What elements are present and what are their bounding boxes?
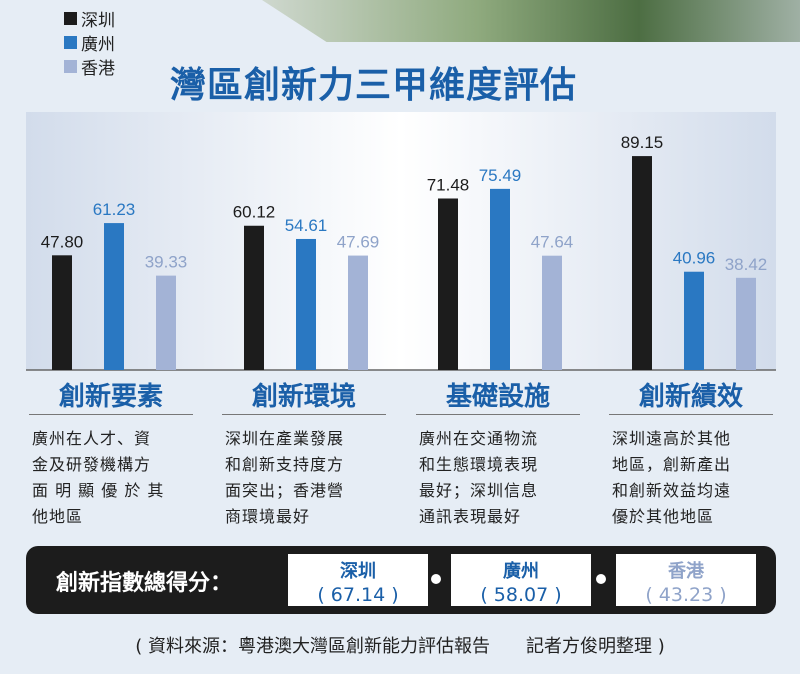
data-label: 54.61 xyxy=(285,216,328,235)
bar-2-0 xyxy=(156,275,176,370)
data-label: 89.15 xyxy=(621,133,664,152)
category-divider xyxy=(29,414,193,415)
score-city: 廣州 xyxy=(503,561,539,582)
description-line: 深圳遠高於其他 xyxy=(612,429,732,448)
category-description: 廣州在交通物流 和生態環境表現 最好；深圳信息 通訊表現最好 xyxy=(419,426,583,530)
data-label: 47.69 xyxy=(337,233,380,252)
description-line: 優於其他地區 xyxy=(612,507,715,526)
description-line: 和生態環境表現 xyxy=(419,455,539,474)
legend-label: 深圳 xyxy=(81,10,115,31)
bar-2-1 xyxy=(348,255,368,370)
score-city: 深圳 xyxy=(340,561,376,582)
bar-2-2 xyxy=(542,255,562,370)
category-title: 基礎設施 xyxy=(445,382,550,412)
bar-2-3 xyxy=(736,277,756,370)
legend-item-shenzhen: 深圳 xyxy=(64,6,115,31)
bar-1-0 xyxy=(104,223,124,370)
category-description: 廣州在人才、資 金及研發機構方面 明 顯 優 於 其他地區 xyxy=(32,426,196,530)
category-divider xyxy=(222,414,386,415)
score-box-guangzhou: 廣州 ( 58.07 ) xyxy=(451,554,591,606)
bar-1-1 xyxy=(296,238,316,370)
separator-dot xyxy=(596,574,606,584)
separator-dot xyxy=(431,574,441,584)
category-description: 深圳遠高於其他 地區，創新產出 和創新效益均遠 優於其他地區 xyxy=(612,426,776,530)
description-line: 廣州在人才、資 xyxy=(32,429,152,448)
category-title: 創新環境 xyxy=(251,382,356,412)
bar-0-0 xyxy=(52,255,72,370)
description-line: 地區，創新產出 xyxy=(612,455,732,474)
bar-1-3 xyxy=(684,271,704,370)
category-title: 創新要素 xyxy=(58,382,163,412)
description-line: 金及研發機構方 xyxy=(32,455,152,474)
description-line: 商環境最好 xyxy=(225,507,311,526)
header-photo xyxy=(262,0,800,42)
category-title: 創新績效 xyxy=(638,382,743,412)
description-line: 他地區 xyxy=(32,507,84,526)
bar-1-2 xyxy=(490,188,510,370)
bar-chart: 47.80 61.23 39.33 60.12 54.61 47.69 71.48 75.49… xyxy=(26,112,776,371)
data-label: 47.80 xyxy=(41,232,84,251)
description-line: 最好；深圳信息 xyxy=(419,481,539,500)
category-divider xyxy=(609,414,773,415)
category-divider xyxy=(416,414,580,415)
plot-area xyxy=(26,112,776,370)
description-line: 面 明 顯 優 於 其 xyxy=(32,481,165,500)
data-label: 38.42 xyxy=(725,255,768,274)
description-line: 和創新效益均遠 xyxy=(612,481,732,500)
score-panel: 創新指數總得分： 深圳 ( 67.14 ) 廣州 ( 58.07 ) 香港 ( … xyxy=(26,546,776,614)
bar-0-3 xyxy=(632,156,652,370)
chart-title: 灣區創新力三甲維度評估 xyxy=(170,64,578,106)
legend-swatch xyxy=(64,35,77,49)
legend-swatch xyxy=(64,59,77,73)
data-label: 40.96 xyxy=(673,249,716,268)
legend: 深圳 廣州 香港 xyxy=(64,6,115,79)
description-line: 深圳在產業發展 xyxy=(225,429,345,448)
legend-swatch xyxy=(64,11,77,25)
score-label: 創新指數總得分： xyxy=(56,571,233,596)
bar-0-2 xyxy=(438,198,458,370)
description-line: 和創新支持度方 xyxy=(225,455,345,474)
description-line: 面突出；香港營 xyxy=(225,481,345,500)
description-line: 廣州在交通物流 xyxy=(419,429,539,448)
bar-0-1 xyxy=(244,225,264,370)
score-city: 香港 xyxy=(668,561,704,582)
legend-label: 廣州 xyxy=(81,34,115,55)
score-value: ( 43.23 ) xyxy=(645,584,727,606)
legend-label: 香港 xyxy=(81,58,115,79)
data-label: 71.48 xyxy=(427,175,470,194)
score-value: ( 58.07 ) xyxy=(480,584,562,606)
legend-item-hongkong: 香港 xyxy=(64,54,115,79)
data-label: 61.23 xyxy=(93,200,136,219)
score-box-shenzhen: 深圳 ( 67.14 ) xyxy=(288,554,428,606)
source-note: ( 資料來源：粵港澳大灣區創新能力評估報告 記者方俊明整理 ) xyxy=(135,636,665,657)
data-label: 60.12 xyxy=(233,203,276,222)
description-line: 通訊表現最好 xyxy=(419,507,522,526)
data-label: 47.64 xyxy=(531,233,574,252)
category-description: 深圳在產業發展 和創新支持度方 面突出；香港營 商環境最好 xyxy=(225,426,389,530)
score-box-hongkong: 香港 ( 43.23 ) xyxy=(616,554,756,606)
legend-item-guangzhou: 廣州 xyxy=(64,30,115,55)
data-label: 75.49 xyxy=(479,166,522,185)
data-label: 39.33 xyxy=(145,253,188,272)
score-value: ( 67.14 ) xyxy=(317,584,399,606)
